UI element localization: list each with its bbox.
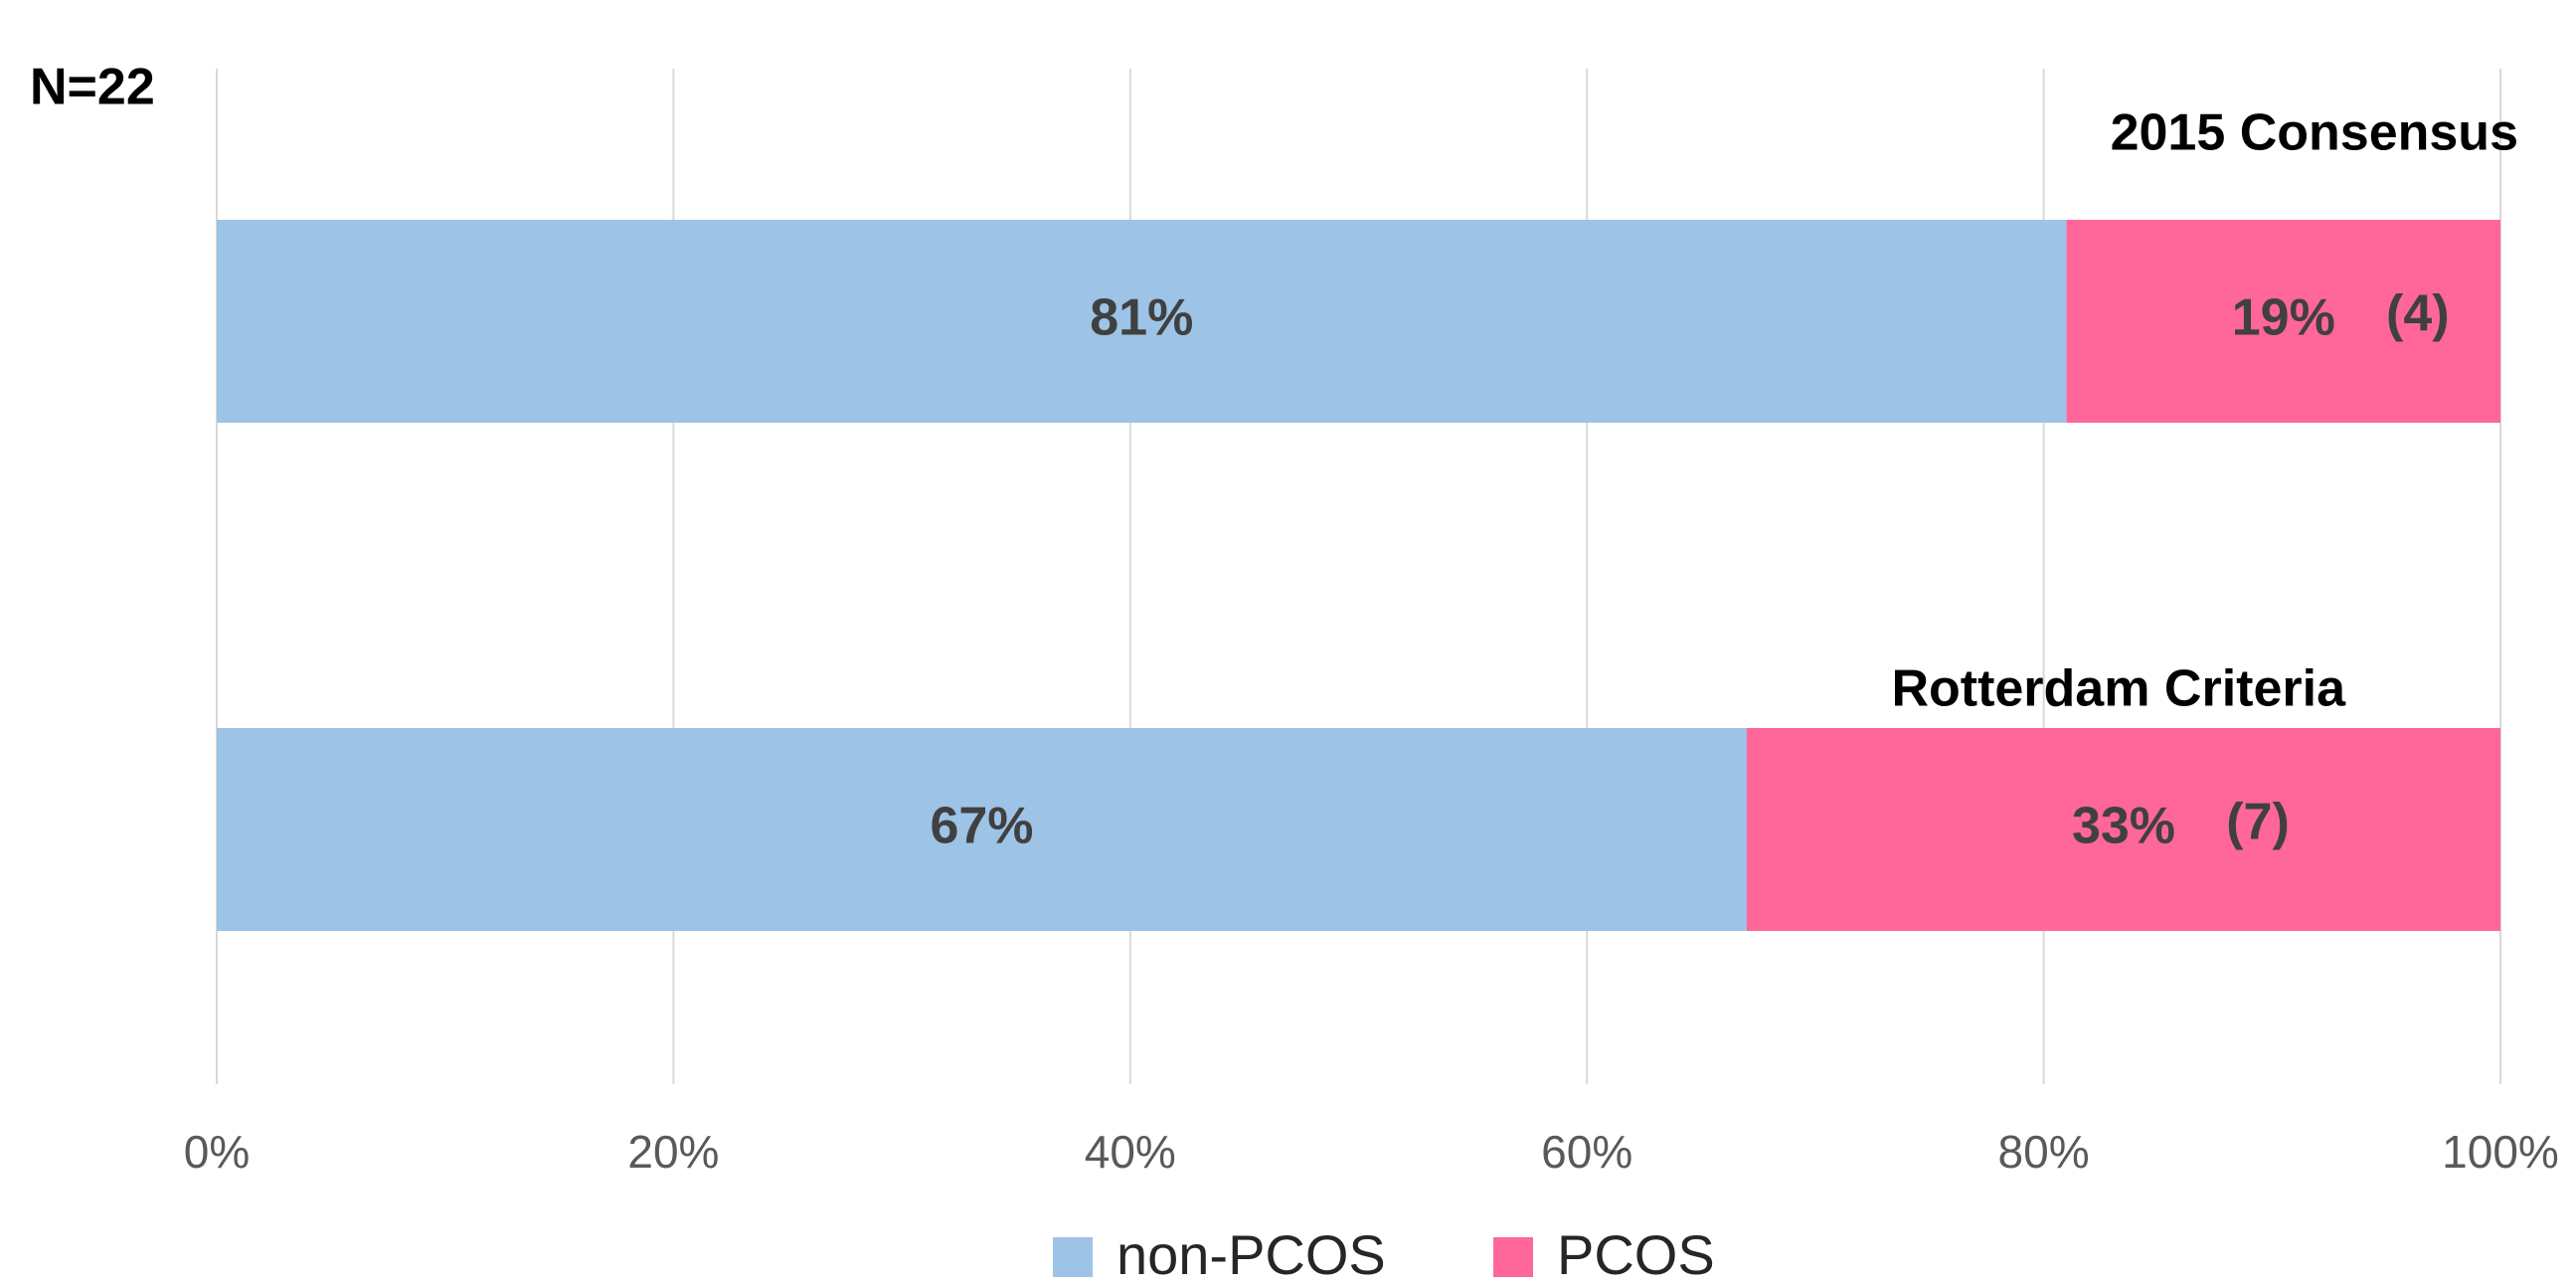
x-tick-label: 20%	[627, 1126, 719, 1178]
bar-segment	[217, 220, 2067, 423]
data-label: 67%	[930, 798, 1033, 855]
legend-swatch	[1053, 1237, 1093, 1277]
category-label: 2015 Consensus	[2111, 104, 2518, 162]
bar-segment	[1746, 728, 2500, 931]
x-tick-label: 80%	[1998, 1126, 2090, 1178]
data-label: 19%	[2232, 289, 2335, 347]
count-label: (4)	[2386, 285, 2450, 343]
category-label: Rotterdam Criteria	[1891, 660, 2346, 718]
annotation: N=22	[30, 59, 155, 116]
x-tick-label: 0%	[184, 1126, 250, 1178]
x-tick-label: 100%	[2442, 1126, 2559, 1178]
legend-label: non-PCOS	[1116, 1223, 1386, 1286]
legend-label: PCOS	[1557, 1223, 1715, 1286]
data-label: 81%	[1090, 289, 1193, 347]
bar-segment	[217, 728, 1747, 931]
data-label: 33%	[2072, 798, 2175, 855]
x-tick-label: 60%	[1541, 1126, 1632, 1178]
count-label: (7)	[2226, 794, 2290, 851]
legend-swatch	[1493, 1237, 1533, 1277]
x-tick-label: 40%	[1085, 1126, 1176, 1178]
bar-segment	[2066, 220, 2500, 423]
